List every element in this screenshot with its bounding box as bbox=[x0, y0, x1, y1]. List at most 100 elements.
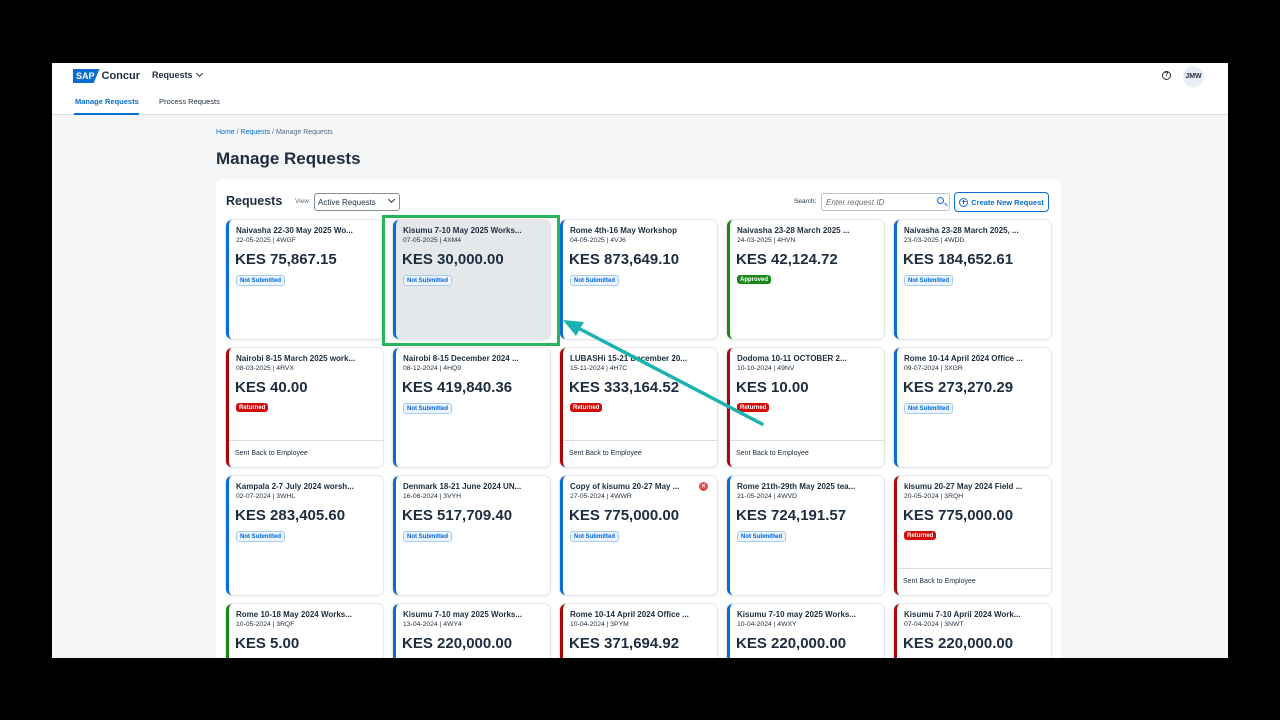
request-card-title: Naivasha 23-28 March 2025, ... bbox=[904, 226, 1019, 235]
request-card[interactable]: Rome 4th-16 May Workshop 04-05-2025 | 4VJ… bbox=[560, 220, 717, 339]
plus-circle-icon bbox=[959, 197, 969, 207]
status-badge: Returned bbox=[570, 403, 603, 412]
request-card-amount: KES 333,164.52 bbox=[569, 379, 680, 396]
app-window: SAP Concur Requests ? JMW Manage Request… bbox=[52, 63, 1228, 658]
request-card[interactable]: Copy of kisumu 20-27 May ... 27-05-2024 |… bbox=[560, 476, 717, 595]
request-card-date-id: 15-11-2024 | 4H7C bbox=[570, 365, 628, 372]
request-card[interactable]: Naivasha 23-28 March 2025 ... 24-03-2025 … bbox=[727, 220, 884, 339]
request-card-amount: KES 283,405.60 bbox=[235, 507, 346, 524]
request-card-footer: Sent Back to Employee bbox=[229, 440, 383, 467]
request-card[interactable]: Rome 10-14 April 2024 Office ... 09-07-20… bbox=[894, 348, 1051, 467]
request-card-amount: KES 724,191.57 bbox=[736, 507, 847, 524]
request-card-title: Rome 10-18 May 2024 Works... bbox=[236, 610, 352, 619]
error-icon[interactable]: × bbox=[699, 482, 708, 491]
breadcrumb-current: Manage Requests bbox=[275, 129, 333, 136]
status-badge: Returned bbox=[737, 403, 770, 412]
request-card[interactable]: Rome 21th-29th May 2025 tea... 21-05-2024… bbox=[727, 476, 884, 595]
request-card-amount: KES 419,840.36 bbox=[402, 379, 513, 396]
request-card-title: Nairobi 8-15 December 2024 ... bbox=[403, 354, 519, 363]
view-select[interactable]: Active Requests bbox=[314, 193, 400, 211]
create-new-request-button[interactable]: Create New Request bbox=[954, 192, 1049, 212]
page-title: Manage Requests bbox=[216, 149, 361, 168]
request-card-title: Kisumu 7-10 May 2025 Works... bbox=[403, 226, 522, 235]
request-card-date-id: 10-04-2024 | 4WXY bbox=[737, 621, 797, 628]
request-card[interactable]: Dodoma 10-11 OCTOBER 2... 10-10-2024 | 49… bbox=[727, 348, 884, 467]
request-card-date-id: 23-03-2025 | 4WDD bbox=[904, 237, 965, 244]
request-card[interactable]: Kisumu 7-10 may 2025 Works... 13-04-2024 … bbox=[393, 604, 550, 658]
active-tab-indicator bbox=[74, 113, 139, 115]
create-new-request-label: Create New Request bbox=[971, 197, 1044, 207]
request-card-date-id: 10-10-2024 | 49NV bbox=[737, 365, 795, 372]
request-card-amount: KES 517,709.40 bbox=[402, 507, 513, 524]
request-card-amount: KES 220,000.00 bbox=[903, 635, 1014, 652]
request-card-title: Rome 21th-29th May 2025 tea... bbox=[737, 482, 856, 491]
request-card-title: Naivasha 22-30 May 2025 Wo... bbox=[236, 226, 353, 235]
request-card-title: Kampala 2-7 July 2024 worsh... bbox=[236, 482, 354, 491]
request-card-amount: KES 220,000.00 bbox=[402, 635, 513, 652]
request-card-date-id: 16-06-2024 | 3VYH bbox=[403, 493, 462, 500]
status-badge: Not Submitted bbox=[236, 531, 285, 542]
chevron-down-icon bbox=[387, 195, 396, 204]
request-card-date-id: 04-05-2025 | 4VJ6 bbox=[570, 237, 626, 244]
request-card[interactable]: Kisumu 7-10 may 2025 Works... 10-04-2024 … bbox=[727, 604, 884, 658]
request-card[interactable]: Kisumu 7-10 April 2024 Work... 07-04-2024… bbox=[894, 604, 1051, 658]
status-badge: Not Submitted bbox=[403, 403, 452, 414]
request-card[interactable]: Kisumu 7-10 May 2025 Works... 07-05-2025 … bbox=[393, 220, 550, 339]
view-label: View: bbox=[295, 198, 311, 205]
request-card-date-id: 02-07-2024 | 3WHL bbox=[236, 493, 296, 500]
request-card-title: LUBASHi 15-21 December 20... bbox=[570, 354, 687, 363]
request-card-footer: Sent Back to Employee bbox=[897, 568, 1051, 595]
logo-concur: Concur bbox=[101, 70, 141, 82]
requests-menu[interactable]: Requests bbox=[152, 69, 203, 80]
view-select-value: Active Requests bbox=[318, 198, 376, 207]
request-card-amount: KES 184,652.61 bbox=[903, 251, 1014, 268]
requests-panel: Requests View: Active Requests Search: E… bbox=[216, 179, 1061, 658]
breadcrumb-requests[interactable]: Requests bbox=[240, 129, 271, 136]
request-card-date-id: 20-05-2024 | 3RQH bbox=[904, 493, 964, 500]
request-card-amount: KES 30,000.00 bbox=[402, 251, 504, 268]
request-card-amount: KES 75,867.15 bbox=[235, 251, 337, 268]
request-card[interactable]: Naivasha 22-30 May 2025 Wo... 22-05-2025 … bbox=[226, 220, 383, 339]
request-card-title: Kisumu 7-10 April 2024 Work... bbox=[904, 610, 1021, 619]
request-card[interactable]: Naivasha 23-28 March 2025, ... 23-03-2025… bbox=[894, 220, 1051, 339]
request-card-amount: KES 10.00 bbox=[736, 379, 809, 396]
request-card-amount: KES 40.00 bbox=[235, 379, 308, 396]
request-card-title: Copy of kisumu 20-27 May ... bbox=[570, 482, 680, 491]
tab-manage-requests[interactable]: Manage Requests bbox=[75, 97, 139, 106]
avatar[interactable]: JMW bbox=[1183, 66, 1204, 87]
request-card[interactable]: Denmark 18-21 June 2024 UN... 16-06-2024 … bbox=[393, 476, 550, 595]
request-card-date-id: 21-05-2024 | 4WVD bbox=[737, 493, 797, 500]
status-badge: Approved bbox=[737, 275, 772, 284]
request-card-grid: Naivasha 22-30 May 2025 Wo... 22-05-2025 … bbox=[226, 220, 1051, 658]
status-badge: Not Submitted bbox=[904, 403, 953, 414]
request-card[interactable]: Rome 10-18 May 2024 Works... 10-05-2024 |… bbox=[226, 604, 383, 658]
request-card-title: Kisumu 7-10 may 2025 Works... bbox=[403, 610, 523, 619]
search-input[interactable]: Enter request ID bbox=[821, 193, 950, 211]
request-card[interactable]: Nairobi 8-15 December 2024 ... 08-12-2024… bbox=[393, 348, 550, 467]
status-badge: Not Submitted bbox=[236, 275, 285, 286]
search-icon[interactable] bbox=[937, 197, 944, 204]
request-card-date-id: 27-05-2024 | 4WWR bbox=[570, 493, 632, 500]
request-card[interactable]: Nairobi 8-15 March 2025 work... 08-03-202… bbox=[226, 348, 383, 467]
logo-sap: SAP bbox=[73, 69, 100, 83]
top-bar: SAP Concur Requests ? JMW Manage Request… bbox=[52, 63, 1228, 115]
help-icon[interactable]: ? bbox=[1162, 71, 1171, 80]
request-card-date-id: 22-05-2025 | 4WGF bbox=[236, 237, 296, 244]
request-card-title: Kisumu 7-10 may 2025 Works... bbox=[737, 610, 857, 619]
breadcrumb-home[interactable]: Home bbox=[216, 129, 235, 136]
tab-process-requests[interactable]: Process Requests bbox=[159, 97, 220, 106]
request-card-amount: KES 873,649.10 bbox=[569, 251, 680, 268]
sap-concur-logo[interactable]: SAP Concur bbox=[73, 69, 140, 83]
request-card-date-id: 07-04-2024 | 3NWT bbox=[904, 621, 964, 628]
request-card[interactable]: Kampala 2-7 July 2024 worsh... 02-07-2024… bbox=[226, 476, 383, 595]
request-card[interactable]: Rome 10-14 April 2024 Office ... 10-04-20… bbox=[560, 604, 717, 658]
request-card[interactable]: kisumu 20-27 May 2024 Field ... 20-05-202… bbox=[894, 476, 1051, 595]
request-card[interactable]: LUBASHi 15-21 December 20... 15-11-2024 |… bbox=[560, 348, 717, 467]
requests-heading: Requests bbox=[226, 194, 283, 208]
request-card-date-id: 08-03-2025 | 4RVX bbox=[236, 365, 294, 372]
request-card-title: Rome 4th-16 May Workshop bbox=[570, 226, 677, 235]
request-card-title: Nairobi 8-15 March 2025 work... bbox=[236, 354, 356, 363]
status-badge: Not Submitted bbox=[737, 531, 786, 542]
status-badge: Not Submitted bbox=[570, 275, 619, 286]
request-card-amount: KES 273,270.29 bbox=[903, 379, 1014, 396]
